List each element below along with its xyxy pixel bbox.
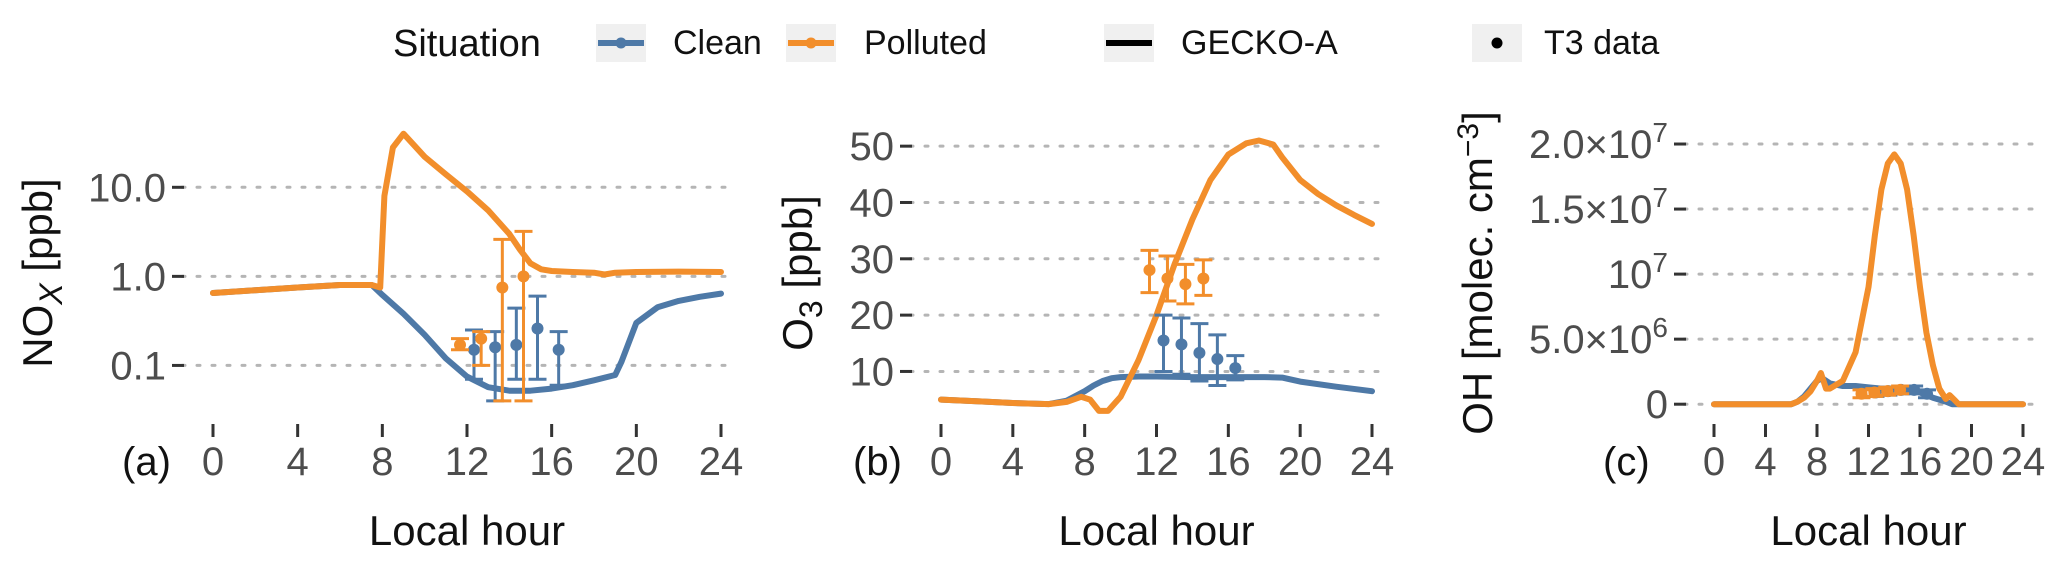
- panel-b-label: (b): [853, 440, 902, 484]
- panel-b-x-axis-title: Local hour: [1058, 507, 1254, 554]
- panel-b-x-tick-label: 20: [1278, 440, 1323, 484]
- panel-c-y-tick-label: 2.0×107: [1529, 117, 1668, 167]
- legend-title: Situation: [393, 23, 541, 65]
- panel-a-point-polluted: [454, 338, 466, 351]
- legend-key-clean: [596, 24, 646, 62]
- legend-key-gecko-a: [1104, 24, 1154, 62]
- panel-a-x-tick-label: 0: [202, 440, 224, 484]
- panel-a-x-tick-label: 24: [699, 440, 744, 484]
- panel-a-x-tick-label: 8: [371, 440, 393, 484]
- panel-a-y-tick-label: 10.0: [88, 166, 166, 210]
- panel-c-point-polluted: [1855, 387, 1868, 400]
- panel-a-x-tick-label: 4: [287, 440, 309, 484]
- panel-b-point-polluted: [1161, 272, 1174, 285]
- panel-c-point-polluted: [1881, 385, 1894, 398]
- panel-a-point-clean: [552, 343, 565, 356]
- panel-c-point-polluted: [1868, 386, 1881, 399]
- legend: Situation Clean Polluted GECKO-A T3 data: [393, 23, 1659, 65]
- panel-a-x-tick-label: 12: [445, 440, 490, 484]
- panel-b-point-clean: [1211, 353, 1224, 366]
- legend-key-polluted-point: [805, 37, 817, 49]
- panel-a-y-tick-label: 0.1: [110, 344, 166, 388]
- panel-c-x-tick-label: 12: [1846, 440, 1891, 484]
- legend-key-clean-point: [615, 37, 627, 49]
- panel-a-line-polluted: [210, 130, 724, 296]
- panel-c-y-tick-label: 107: [1608, 247, 1668, 297]
- panel-c-point-clean: [1908, 383, 1921, 396]
- panel-b-y-tick-label: 30: [850, 238, 895, 282]
- panel-b-x-tick-label: 0: [930, 440, 952, 484]
- panel-b-y-tick-label: 40: [850, 181, 895, 225]
- panel-a-label: (a): [122, 440, 171, 484]
- legend-key-t3-data: [1472, 24, 1522, 62]
- panel-a-point-clean: [531, 322, 544, 335]
- panel-a-y-axis-title: NOX [ppb]: [14, 178, 69, 367]
- panel-b-point-clean: [1193, 346, 1206, 359]
- panel-c-x-tick-label: 4: [1754, 440, 1776, 484]
- panel-a-point-clean: [468, 343, 480, 356]
- panel-a-point-clean: [489, 341, 502, 354]
- panel-a-nox: 0.1 1.0 10.0 0 4 8 12 16 20 24 (a) Local hour NOX [p…: [14, 130, 744, 554]
- panel-c-y-tick-label: 1.5×107: [1529, 182, 1668, 232]
- panel-b-x-tick-label: 8: [1074, 440, 1096, 484]
- panel-b-y-tick-label: 10: [850, 350, 895, 394]
- panel-a-point-clean: [510, 338, 523, 351]
- panel-a-x-tick-label: 16: [529, 440, 574, 484]
- panel-c-x-tick-label: 0: [1703, 440, 1725, 484]
- panel-c-y-tick-label: 5.0×106: [1529, 312, 1668, 362]
- panel-c-x-axis-title: Local hour: [1770, 507, 1966, 554]
- panel-a-point-polluted: [517, 270, 530, 283]
- panel-a-point-polluted: [496, 281, 509, 294]
- panel-b-ozone: 10 20 30 40 50 0 4 8 12 16 20 24 (b) Local hour O3 [pp…: [774, 125, 1394, 554]
- panel-b-point-polluted: [1179, 278, 1192, 291]
- panel-c-y-axis-title: OH [molec. cm−3]: [1452, 111, 1501, 435]
- panel-b-y-tick-label: 20: [850, 294, 895, 338]
- panel-a-y-tick-label: 1.0: [110, 255, 166, 299]
- panel-b-point-clean: [1175, 338, 1188, 351]
- panel-a-point-polluted: [475, 332, 488, 345]
- panel-b-x-tick-label: 12: [1134, 440, 1179, 484]
- panel-b-y-tick-label: 50: [850, 125, 895, 169]
- panel-b-x-tick-label: 16: [1206, 440, 1251, 484]
- panel-b-point-polluted: [1197, 272, 1210, 285]
- legend-key-polluted: [786, 24, 836, 62]
- panel-c-x-tick-label: 20: [1949, 440, 1994, 484]
- panel-a-x-tick-label: 20: [614, 440, 659, 484]
- legend-label-gecko-a: GECKO-A: [1181, 24, 1338, 62]
- panel-c-x-tick-label: 8: [1806, 440, 1828, 484]
- panel-b-x-tick-label: 24: [1350, 440, 1395, 484]
- legend-label-polluted: Polluted: [864, 24, 987, 62]
- panel-b-x-tick-label: 4: [1002, 440, 1024, 484]
- panel-c-point-clean: [1921, 387, 1933, 400]
- legend-key-t3-data-point: [1491, 37, 1503, 49]
- panel-b-point-clean: [1157, 334, 1170, 347]
- panel-b-point-polluted: [1143, 264, 1156, 277]
- panel-b-y-axis-title: O3 [ppb]: [774, 195, 829, 351]
- panel-c-line-polluted: [1711, 151, 2026, 408]
- panel-c-y-tick-label: 0: [1646, 383, 1668, 427]
- legend-label-t3-data: T3 data: [1544, 24, 1659, 62]
- panel-b-point-clean: [1229, 362, 1242, 375]
- panel-c-point-polluted: [1894, 383, 1907, 396]
- panel-c-x-tick-label: 24: [2001, 440, 2046, 484]
- panel-a-x-axis-title: Local hour: [369, 507, 565, 554]
- legend-label-clean: Clean: [673, 24, 762, 62]
- panel-c-label: (c): [1603, 440, 1650, 484]
- panel-b-line-polluted: [938, 137, 1375, 414]
- panel-c-x-tick-label: 16: [1898, 440, 1943, 484]
